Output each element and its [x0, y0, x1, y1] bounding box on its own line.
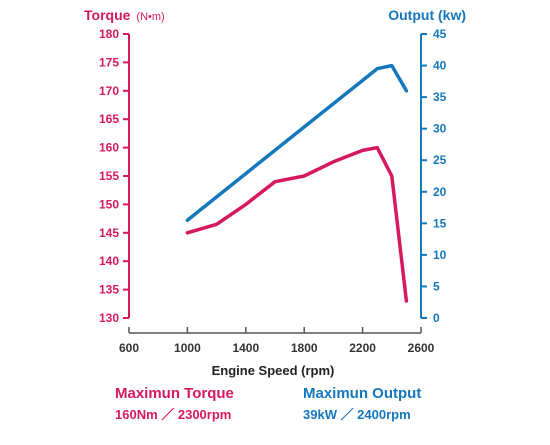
output-line	[185, 63, 409, 222]
x-axis-tick-label: 1000	[174, 341, 201, 355]
left-axis-tick-label: 155	[99, 169, 119, 183]
right-axis-title: Output (kw)	[388, 7, 466, 23]
max-output-title: Maximun Output	[303, 385, 422, 402]
right-axis-tick-label: 5	[433, 279, 440, 293]
left-axis-tick-label: 160	[99, 141, 119, 155]
right-axis-tick-label: 40	[433, 59, 447, 73]
max-output-note: Maximun Output 39kW ／ 2400rpm	[303, 385, 421, 423]
left-axis-tick-label: 165	[99, 112, 119, 126]
x-axis-tick-label: 1400	[232, 341, 259, 355]
series-lines	[185, 63, 409, 303]
right-axis-tick-label: 15	[433, 216, 447, 230]
right-axis-tick-label: 20	[433, 185, 447, 199]
max-torque-value: 160Nm ／ 2300rpm	[115, 407, 232, 422]
max-output-value: 39kW ／ 2400rpm	[303, 407, 411, 422]
right-axis-tick-label: 25	[433, 153, 447, 167]
max-torque-title: Maximun Torque	[115, 385, 234, 402]
torque-line	[185, 145, 409, 303]
x-axis-tick-label: 600	[119, 341, 139, 355]
right-axis-tick-label: 0	[433, 311, 440, 325]
right-axis-tick-label: 45	[433, 27, 447, 41]
right-axis-tick-label: 10	[433, 248, 447, 262]
x-axis-tick-label: 2600	[408, 341, 435, 355]
left-axis-tick-label: 175	[99, 55, 119, 69]
axes: 1301351401451501551601651701751800510152…	[99, 27, 447, 355]
left-axis-tick-label: 145	[99, 226, 119, 240]
left-axis-tick-label: 150	[99, 197, 119, 211]
left-axis-title: Torque (N•m)	[84, 7, 165, 23]
right-axis-tick-label: 35	[433, 90, 447, 104]
left-axis-tick-label: 180	[99, 27, 119, 41]
left-axis-tick-label: 140	[99, 254, 119, 268]
left-axis-tick-label: 170	[99, 84, 119, 98]
x-axis-tick-label: 1800	[291, 341, 318, 355]
left-axis-tick-label: 130	[99, 311, 119, 325]
max-torque-note: Maximun Torque 160Nm ／ 2300rpm	[115, 385, 234, 423]
x-axis-title: Engine Speed (rpm)	[212, 363, 335, 378]
left-axis-tick-label: 135	[99, 283, 119, 297]
x-axis-tick-label: 2200	[349, 341, 376, 355]
right-axis-tick-label: 30	[433, 122, 447, 136]
